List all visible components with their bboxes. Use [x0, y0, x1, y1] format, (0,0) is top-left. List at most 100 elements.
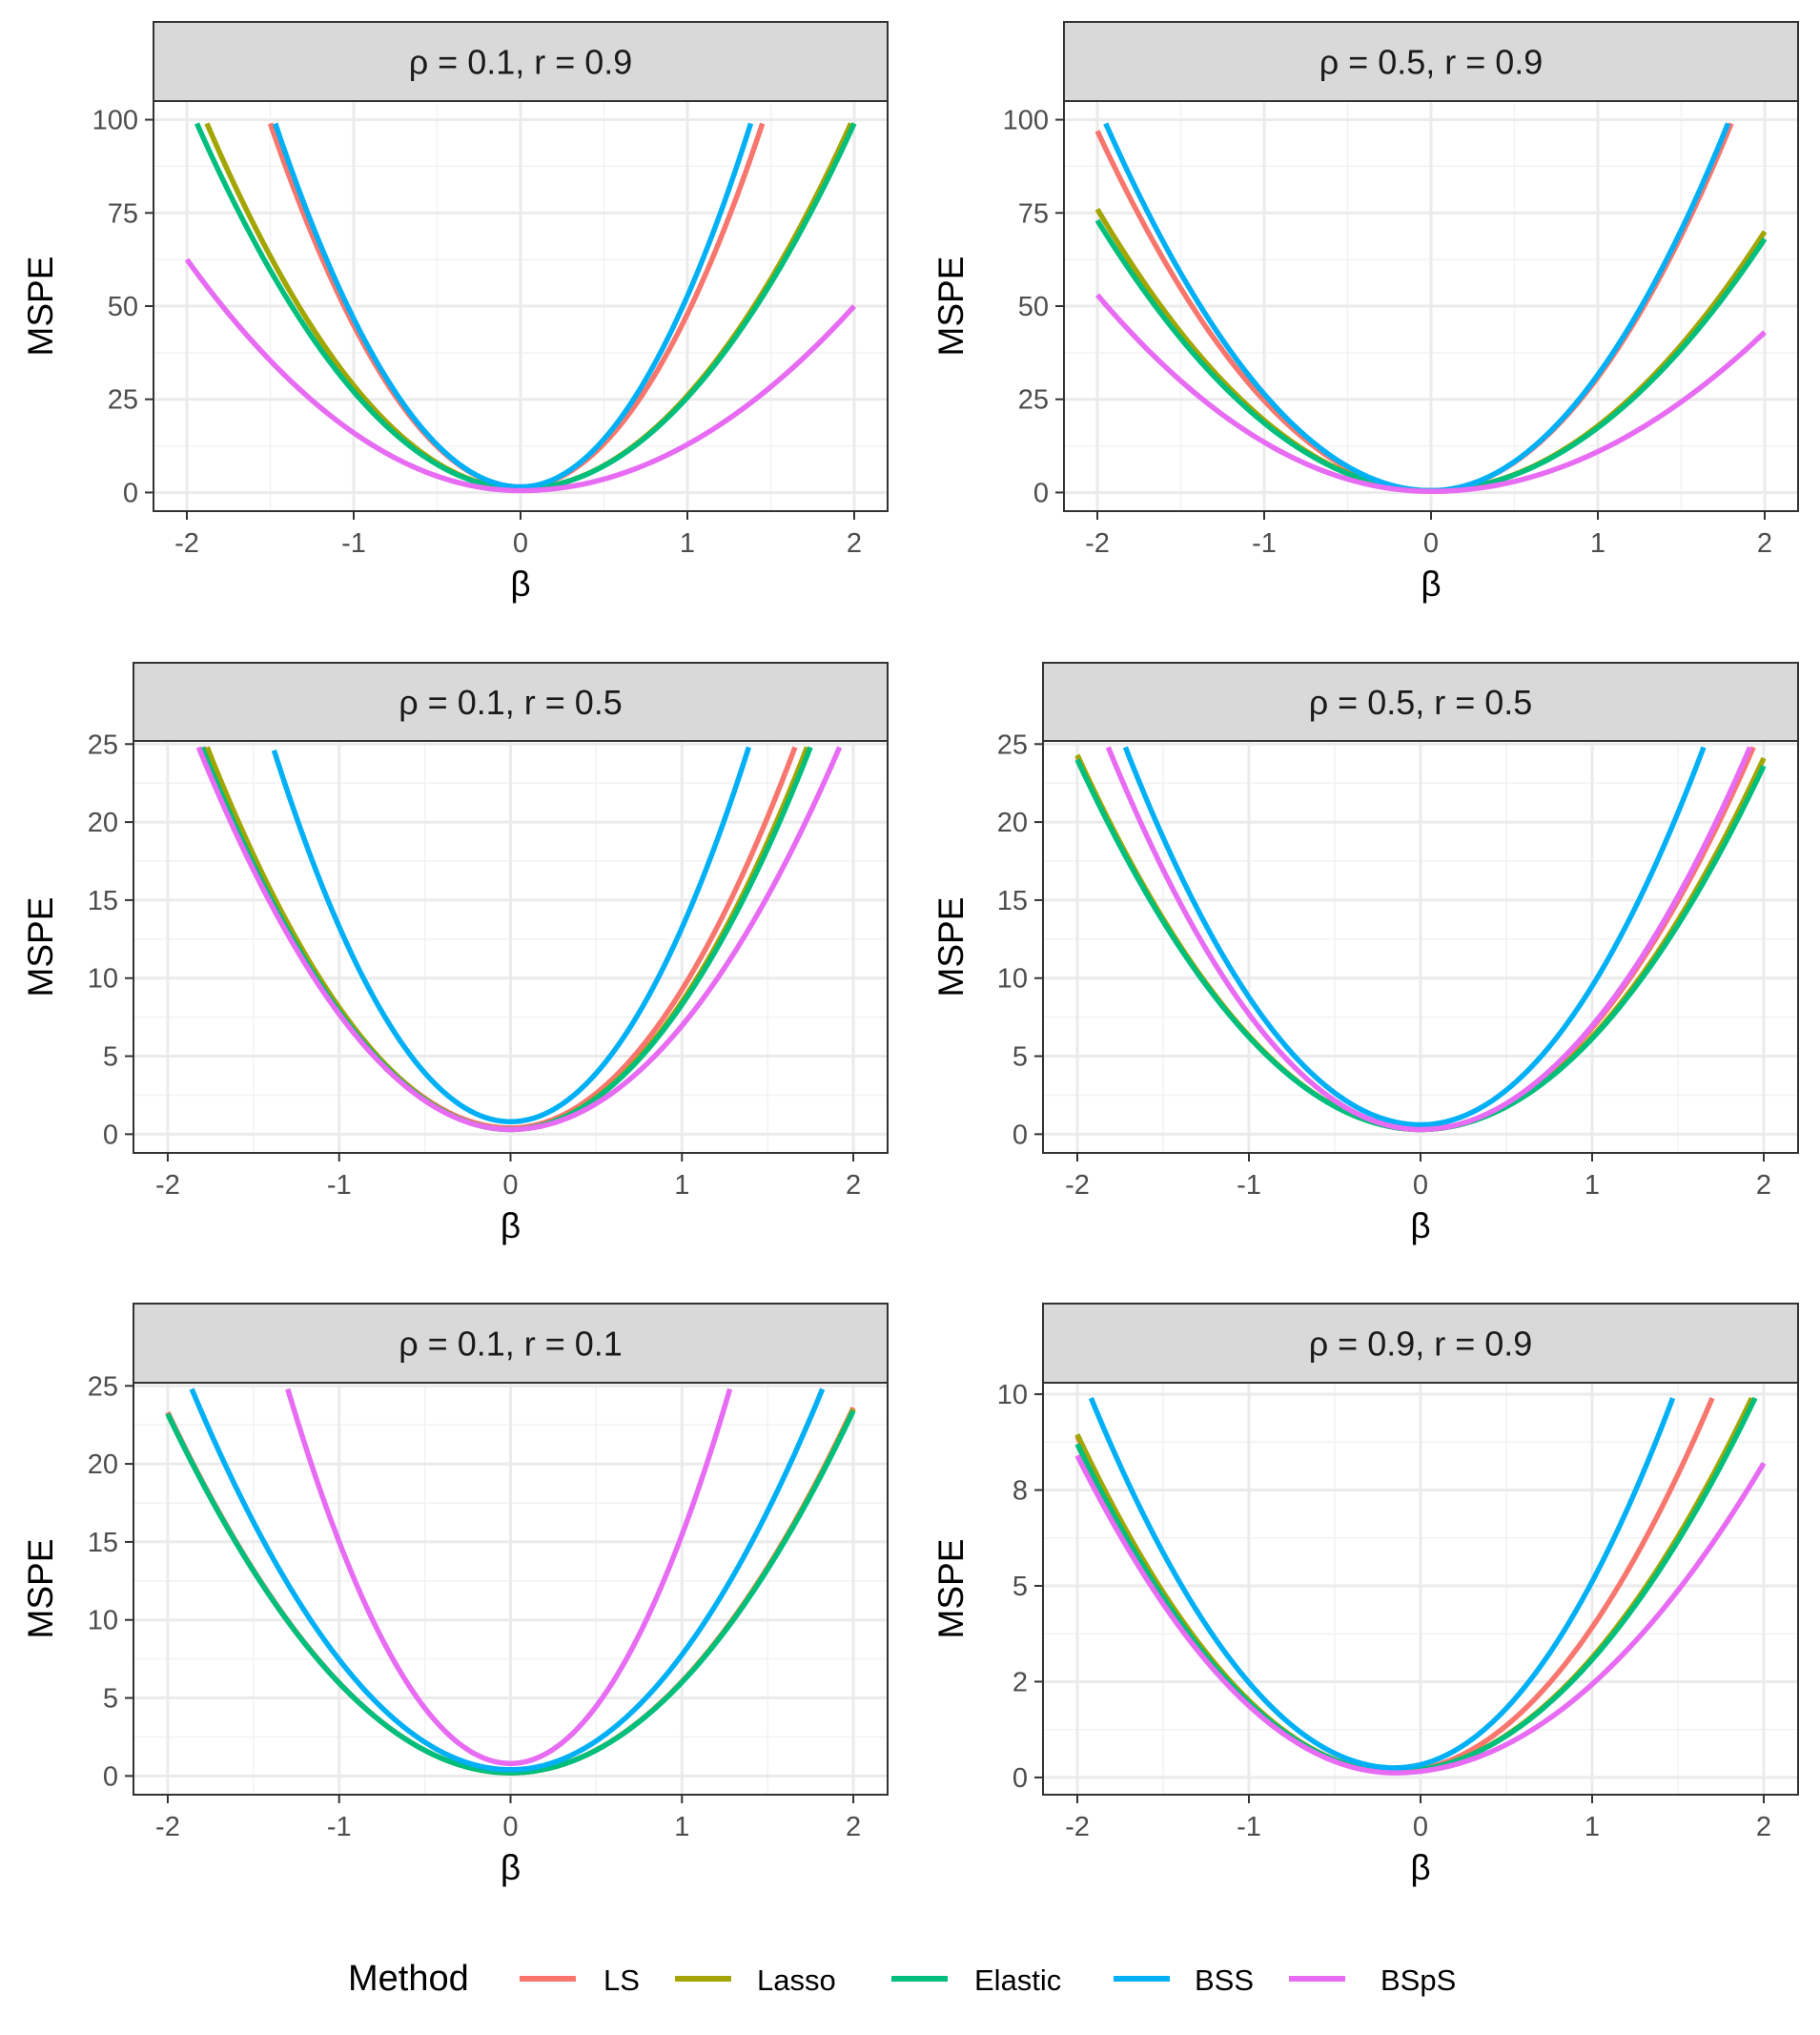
facet-strip — [1042, 1303, 1799, 1384]
y-tick-label: 0 — [1033, 478, 1049, 508]
y-tick-label: 8 — [1012, 1476, 1028, 1507]
x-tick-label: -2 — [174, 528, 199, 559]
x-axis-title: β — [510, 565, 530, 604]
x-tick-label: -1 — [327, 1812, 352, 1842]
y-tick-label: 25 — [88, 1371, 118, 1402]
x-tick-label: -2 — [155, 1812, 180, 1842]
series-lines — [165, 1388, 856, 1776]
x-tick-label: 0 — [1423, 528, 1439, 559]
y-tick-label: 10 — [88, 964, 118, 995]
x-tick-label: -1 — [1252, 528, 1277, 559]
series-lines — [184, 122, 857, 494]
x-tick-label: 1 — [680, 528, 695, 559]
y-tick-label: 5 — [1012, 1572, 1028, 1602]
series-line-elastic — [165, 1409, 856, 1776]
series-line-bss — [1088, 1397, 1676, 1771]
facet-panels: ρ = 0.1, r = 0.9-2 -1 0 1 20255075100βMSPEρ … — [21, 21, 1799, 1887]
y-tick-label: 10 — [997, 964, 1028, 995]
major-gridlines — [1043, 741, 1798, 1153]
y-tick-label: 5 — [103, 1684, 118, 1715]
y-tick-label: 20 — [88, 1449, 118, 1480]
series-line-bss — [189, 1388, 826, 1773]
y-tick-label: 20 — [997, 808, 1028, 838]
x-tick-label: -1 — [327, 1170, 352, 1201]
y-axis-title: MSPE — [931, 1539, 971, 1639]
y-tick-label: 0 — [123, 478, 138, 508]
y-tick-label: 0 — [1012, 1763, 1028, 1794]
y-tick-label: 75 — [1018, 198, 1049, 229]
legend-label-lasso: Lasso — [757, 1963, 836, 1997]
y-tick-label: 15 — [88, 1528, 118, 1558]
major-gridlines — [133, 1383, 888, 1795]
facet-strip-label: ρ = 0.1, r = 0.5 — [399, 683, 623, 722]
y-tick-label: 5 — [103, 1042, 118, 1073]
facet-strip — [153, 21, 889, 102]
x-tick-label: -2 — [155, 1170, 180, 1201]
legend-label-ls: LS — [603, 1963, 640, 1997]
axes: -2 -1 0 1 2 0 25 50 75 100 — [1003, 106, 1772, 559]
x-axis-title: β — [1410, 1206, 1430, 1245]
legend: Method LS Lasso Elastic BSS BSpS — [348, 1959, 1456, 1999]
series-line-bsps — [1074, 1454, 1767, 1776]
x-tick-label: 1 — [1585, 1170, 1600, 1201]
y-tick-label: 50 — [108, 292, 138, 322]
y-axis-title: MSPE — [931, 257, 971, 357]
x-tick-label: -2 — [1065, 1812, 1090, 1842]
y-axis-title: MSPE — [21, 1539, 60, 1639]
facet-strip-label: ρ = 0.9, r = 0.9 — [1309, 1325, 1533, 1364]
axes: -2 -1 0 1 2 0 25 50 75 100 — [92, 106, 862, 559]
y-tick-label: 75 — [108, 198, 138, 229]
facet-1: ρ = 0.1, r = 0.9 -2 -1 0 1 2 0 25 50 75 100 β MSPE — [21, 21, 889, 604]
facet-strip — [1063, 21, 1799, 102]
major-gridlines — [133, 741, 888, 1153]
y-tick-label: 10 — [997, 1380, 1028, 1410]
y-tick-label: 0 — [1012, 1120, 1028, 1150]
facet-strip-label: ρ = 0.5, r = 0.9 — [1319, 43, 1544, 82]
series-line-bsps — [184, 257, 857, 494]
facet-6: ρ = 0.9, r = 0.9 -2 -1 0 1 2 0 2 5 8 10 β MSPE — [931, 1303, 1799, 1887]
y-tick-label: 15 — [997, 886, 1028, 916]
x-tick-label: -1 — [1237, 1170, 1261, 1201]
legend-label-bss: BSS — [1195, 1963, 1254, 1997]
x-tick-label: 2 — [847, 528, 862, 559]
y-tick-label: 10 — [88, 1606, 118, 1636]
y-tick-label: 5 — [1012, 1042, 1028, 1073]
facet-strip-label: ρ = 0.5, r = 0.5 — [1309, 683, 1533, 722]
x-tick-label: 0 — [502, 1812, 518, 1842]
y-tick-label: 15 — [88, 886, 118, 916]
x-tick-label: 1 — [674, 1170, 689, 1201]
series-line-bss — [1122, 746, 1707, 1128]
x-tick-label: 2 — [846, 1170, 861, 1201]
y-tick-label: 100 — [1003, 106, 1049, 136]
x-tick-label: 0 — [1413, 1812, 1428, 1842]
x-tick-label: 0 — [502, 1170, 518, 1201]
y-tick-label: 0 — [103, 1761, 118, 1792]
x-tick-label: -2 — [1065, 1170, 1090, 1201]
x-axis-title: β — [1421, 565, 1441, 604]
x-tick-label: 1 — [674, 1812, 689, 1842]
axes: -2 -1 0 1 2 0 2 5 8 10 — [997, 1380, 1771, 1842]
x-axis-title: β — [501, 1206, 521, 1245]
x-tick-label: 2 — [1757, 528, 1772, 559]
series-lines — [1074, 746, 1767, 1133]
x-tick-label: 1 — [1585, 1812, 1600, 1842]
x-tick-label: 0 — [513, 528, 528, 559]
series-lines — [1074, 1396, 1767, 1776]
y-axis-title: MSPE — [21, 897, 60, 997]
x-tick-label: 2 — [1756, 1170, 1771, 1201]
series-line-bss — [273, 122, 754, 490]
x-axis-title: β — [1410, 1848, 1430, 1887]
facet-strip — [1042, 662, 1799, 742]
legend-label-bsps: BSpS — [1380, 1963, 1456, 1997]
series-line-bsps — [285, 1388, 733, 1766]
facet-strip-label: ρ = 0.1, r = 0.9 — [409, 43, 633, 82]
series-line-bsps — [1105, 746, 1753, 1133]
x-tick-label: -1 — [341, 528, 366, 559]
series-line-bsps — [195, 746, 843, 1133]
y-tick-label: 50 — [1018, 292, 1049, 322]
